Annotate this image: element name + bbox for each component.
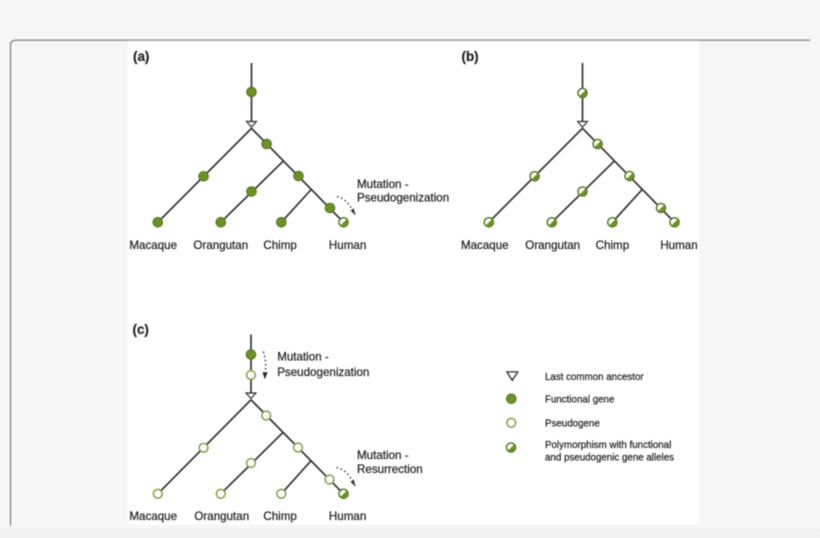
svg-text:Macaque: Macaque xyxy=(461,239,509,252)
svg-text:Macaque: Macaque xyxy=(129,510,177,523)
svg-text:Human: Human xyxy=(329,239,366,252)
svg-text:Orangutan: Orangutan xyxy=(194,510,249,523)
svg-text:Orangutan: Orangutan xyxy=(193,239,248,252)
svg-text:Macaque: Macaque xyxy=(129,239,177,252)
svg-text:Orangutan: Orangutan xyxy=(525,239,580,252)
svg-text:(a): (a) xyxy=(133,49,149,64)
svg-text:Functional gene: Functional gene xyxy=(545,395,614,406)
svg-text:Resurrection: Resurrection xyxy=(357,463,423,476)
svg-text:Polymorphism with functional: Polymorphism with functional xyxy=(545,440,671,451)
svg-text:Mutation -: Mutation - xyxy=(277,351,329,364)
svg-text:Mutation -: Mutation - xyxy=(357,449,409,462)
svg-text:Chimp: Chimp xyxy=(596,239,630,252)
svg-text:Mutation -: Mutation - xyxy=(357,178,409,191)
svg-text:Chimp: Chimp xyxy=(263,239,297,252)
svg-text:and pseudogenic gene alleles: and pseudogenic gene alleles xyxy=(545,452,674,463)
svg-text:Human: Human xyxy=(660,239,697,252)
svg-text:Chimp: Chimp xyxy=(263,510,297,523)
svg-text:Last common ancestor: Last common ancestor xyxy=(545,372,644,383)
svg-text:(b): (b) xyxy=(462,49,479,64)
svg-text:Pseudogenization: Pseudogenization xyxy=(277,366,369,379)
svg-text:(c): (c) xyxy=(133,322,149,337)
svg-text:Human: Human xyxy=(329,510,366,523)
svg-text:Pseudogene: Pseudogene xyxy=(545,419,600,430)
svg-text:Pseudogenization: Pseudogenization xyxy=(357,191,449,204)
